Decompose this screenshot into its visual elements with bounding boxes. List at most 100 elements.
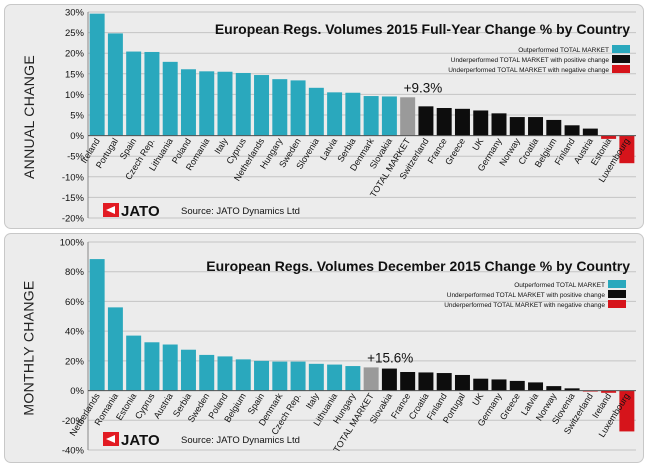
y-tick-label: 0% <box>70 131 84 142</box>
bar <box>381 368 397 391</box>
y-tick-label: -15% <box>62 193 85 204</box>
bar <box>528 117 544 136</box>
bar <box>89 13 105 136</box>
total-market-annotation: +15.6% <box>367 350 413 365</box>
y-tick-label: 10% <box>65 90 85 101</box>
bar <box>180 69 196 136</box>
bar <box>126 51 142 136</box>
legend-swatch <box>612 45 630 53</box>
bar <box>254 360 270 391</box>
bar <box>199 354 215 391</box>
bar <box>601 135 617 139</box>
source-text: Source: JATO Dynamics Ltd <box>181 206 300 217</box>
bar <box>381 96 397 136</box>
bar <box>509 117 525 136</box>
y-tick-label: -5% <box>67 152 84 163</box>
bar <box>436 373 452 391</box>
bar <box>144 51 160 136</box>
bar <box>473 110 489 136</box>
legend-label: Outperformed TOTAL MARKET <box>518 47 609 54</box>
jato-logo-text: JATO <box>121 432 160 449</box>
jato-logo-mark <box>106 435 115 443</box>
bar <box>272 79 288 136</box>
y-tick-label: -20% <box>62 214 85 225</box>
bar <box>454 374 470 391</box>
bar <box>400 97 416 136</box>
y-tick-label: 0% <box>70 386 84 397</box>
legend-label: Underperformed TOTAL MARKET with positiv… <box>451 57 610 64</box>
bar <box>619 135 635 164</box>
bar <box>509 380 525 391</box>
y-tick-label: 5% <box>70 111 84 122</box>
legend-swatch <box>608 300 626 308</box>
y-tick-label: 30% <box>65 8 85 19</box>
bar <box>308 363 324 391</box>
category-label: Italy <box>304 391 321 411</box>
bar <box>254 75 270 136</box>
bar <box>107 33 123 136</box>
y-tick-label: -10% <box>62 172 85 183</box>
bar <box>546 119 562 136</box>
y-tick-label: 15% <box>65 69 85 80</box>
bar <box>546 386 562 391</box>
bar <box>217 71 233 136</box>
bar <box>107 307 123 391</box>
bar <box>418 372 434 391</box>
bar <box>217 356 233 391</box>
y-tick-label: 20% <box>65 356 85 367</box>
y-tick-label: 40% <box>65 327 85 338</box>
legend-label: Underperformed TOTAL MARKET with negativ… <box>444 302 605 309</box>
bar <box>327 364 343 391</box>
legend-swatch <box>608 280 626 288</box>
legend-label: Underperformed TOTAL MARKET with positiv… <box>447 292 606 299</box>
category-label: UK <box>470 391 485 407</box>
bar <box>491 113 507 136</box>
legend-swatch <box>612 55 630 63</box>
bar <box>564 125 580 136</box>
bar <box>89 259 105 391</box>
bar <box>144 342 160 391</box>
y-tick-label: 60% <box>65 297 85 308</box>
y-tick-label: 100% <box>60 238 85 249</box>
y-tick-label: 20% <box>65 49 85 60</box>
bar <box>290 80 306 136</box>
bar <box>619 390 635 432</box>
bar <box>528 382 544 391</box>
bar <box>363 96 379 136</box>
chart-title: European Regs. Volumes 2015 Full-Year Ch… <box>215 21 630 37</box>
bar <box>162 61 178 136</box>
bar <box>491 379 507 391</box>
jato-logo-mark <box>106 206 115 214</box>
jato-logo-text: JATO <box>121 203 160 220</box>
bar <box>345 366 361 391</box>
bar <box>162 344 178 391</box>
bar <box>126 335 142 391</box>
bar <box>199 71 215 136</box>
bar <box>473 378 489 391</box>
bar <box>180 349 196 391</box>
bar <box>235 359 251 391</box>
y-tick-label: 25% <box>65 28 85 39</box>
total-market-annotation: +9.3% <box>404 80 443 95</box>
source-text: Source: JATO Dynamics Ltd <box>181 435 300 446</box>
y-tick-label: 80% <box>65 267 85 278</box>
legend-label: Underperformed TOTAL MARKET with negativ… <box>448 67 609 74</box>
bar <box>601 390 617 393</box>
y-tick-label: -20% <box>62 416 85 427</box>
bar <box>327 92 343 136</box>
bar <box>290 361 306 391</box>
bar <box>363 367 379 391</box>
bar <box>564 388 580 391</box>
y-tick-label: -40% <box>62 446 85 457</box>
bar <box>235 72 251 136</box>
bar <box>272 361 288 391</box>
chart-title: European Regs. Volumes December 2015 Cha… <box>206 258 630 274</box>
bar <box>418 106 434 136</box>
bar <box>454 108 470 136</box>
bar <box>308 87 324 136</box>
bar <box>582 128 598 136</box>
bar <box>436 107 452 136</box>
legend-swatch <box>612 65 630 73</box>
